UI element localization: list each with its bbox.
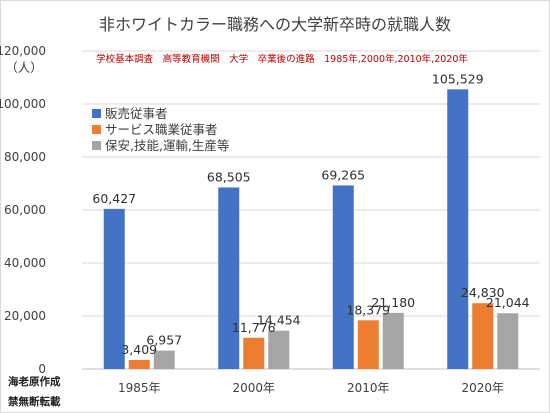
credit-author: 海老原作成 [8, 375, 61, 388]
data-label: 60,427 [92, 191, 136, 206]
chart-title: 非ホワイトカラー職務への大学新卒時の就職人数 [99, 15, 451, 34]
data-label: 69,265 [321, 167, 365, 182]
data-label: 21,180 [371, 295, 415, 310]
bar [497, 313, 519, 369]
x-tick-label: 1985年 [118, 381, 161, 395]
y-axis-unit: （人） [5, 60, 43, 75]
y-tick-label: 120,000 [0, 44, 46, 58]
data-label: 21,044 [486, 295, 530, 310]
legend-swatch [92, 125, 101, 134]
y-tick-label: 20,000 [4, 309, 46, 323]
legend-swatch [92, 109, 101, 118]
data-label: 18,379 [346, 302, 390, 317]
y-tick-label: 80,000 [4, 150, 46, 164]
bar [472, 303, 494, 369]
bar [447, 89, 469, 370]
x-tick-label: 2010年 [347, 381, 390, 395]
data-label: 14,454 [257, 313, 301, 328]
bar [332, 185, 354, 369]
bar [268, 330, 290, 369]
y-tick-label: 40,000 [4, 256, 46, 270]
data-label: 24,830 [461, 285, 505, 300]
bar [103, 208, 125, 369]
data-label: 11,776 [232, 320, 276, 335]
y-axis-ticks: 0 20,000 40,000 60,000 80,000 100,000 120,000 [0, 44, 46, 376]
bar [128, 359, 150, 369]
legend-label: サービス職業従事者 [105, 122, 218, 137]
data-label: 105,529 [432, 71, 484, 86]
bar [382, 312, 404, 369]
bar [218, 187, 240, 369]
legend-label: 保安,技能,運輸,生産等 [105, 138, 229, 153]
bar [357, 320, 379, 369]
y-tick-label: 100,000 [0, 97, 46, 111]
x-axis-categories: 1985年 2000年 2010年 2020年 [118, 381, 504, 395]
x-tick-label: 2000年 [232, 381, 275, 395]
data-label: 3,409 [121, 342, 157, 357]
data-label: 68,505 [207, 169, 251, 184]
credit-copyright: 禁無断転載 [7, 395, 61, 408]
legend-swatch [92, 141, 101, 150]
chart-subtitle: 学校基本調査 高等教育機関 大学 卒業後の進路 1985年,2000年,2010… [96, 53, 468, 65]
y-tick-label: 60,000 [4, 203, 46, 217]
data-label: 6,957 [146, 333, 182, 348]
bar [243, 337, 265, 369]
legend-label: 販売従事者 [105, 106, 168, 121]
y-tick-label: 0 [38, 362, 46, 376]
bar [153, 350, 175, 369]
bars [103, 89, 519, 370]
x-tick-label: 2020年 [461, 381, 504, 395]
